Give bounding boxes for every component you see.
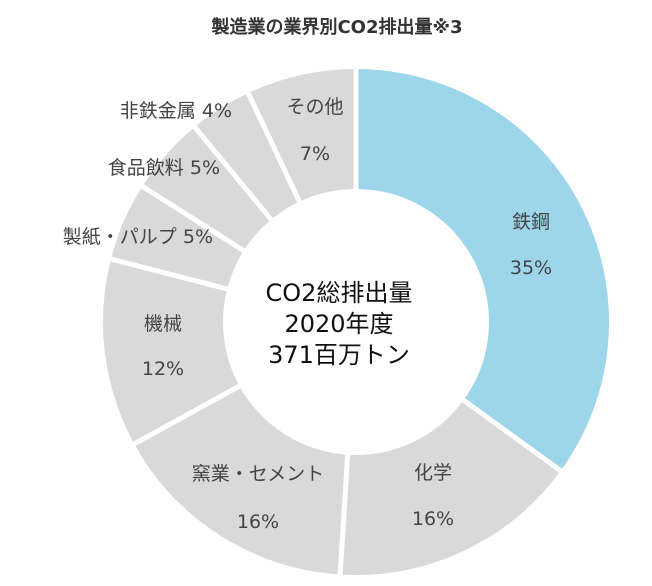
slice-value-label-2: 16% xyxy=(237,511,279,533)
slices-layer xyxy=(101,66,611,577)
slice-category-label-7: その他 xyxy=(286,96,343,118)
slice-category-label-3: 機械 xyxy=(144,313,182,335)
slice-value-label-4: 5% xyxy=(177,226,213,248)
slice-5 xyxy=(140,125,273,252)
slice-category-label-2: 窯業・セメント xyxy=(192,463,325,485)
center-line-2: 2020年度 xyxy=(284,310,393,338)
slice-label-4: 製紙・パルプ 5% xyxy=(63,226,213,248)
slice-value-label-0: 35% xyxy=(510,257,552,279)
center-label: CO2総排出量 2020年度 371百万トン xyxy=(266,279,413,369)
chart-title: 製造業の業界別CO2排出量※3 xyxy=(210,16,462,38)
slice-label-5: 食品飲料 5% xyxy=(108,157,220,179)
slice-1 xyxy=(340,399,563,577)
slice-category-label-0: 鉄鋼 xyxy=(512,211,550,233)
slice-category-label-5: 食品飲料 xyxy=(108,157,184,179)
center-line-3: 371百万トン xyxy=(268,341,410,369)
slice-3 xyxy=(101,259,241,445)
center-line-1: CO2総排出量 xyxy=(266,279,413,307)
slice-value-label-1: 16% xyxy=(412,508,454,530)
slice-value-label-5: 5% xyxy=(184,157,220,179)
slice-2 xyxy=(132,385,348,577)
slice-value-label-6: 4% xyxy=(196,100,232,122)
slice-4 xyxy=(109,185,246,289)
slice-category-label-6: 非鉄金属 xyxy=(120,100,196,122)
slice-category-label-1: 化学 xyxy=(414,462,452,484)
slice-value-label-7: 7% xyxy=(300,143,330,165)
slice-7 xyxy=(247,66,356,204)
slice-value-label-3: 12% xyxy=(142,358,184,380)
slice-label-6: 非鉄金属 4% xyxy=(120,100,232,122)
slice-6 xyxy=(193,91,300,221)
slice-category-label-4: 製紙・パルプ xyxy=(63,226,177,248)
slice-0 xyxy=(356,66,611,472)
